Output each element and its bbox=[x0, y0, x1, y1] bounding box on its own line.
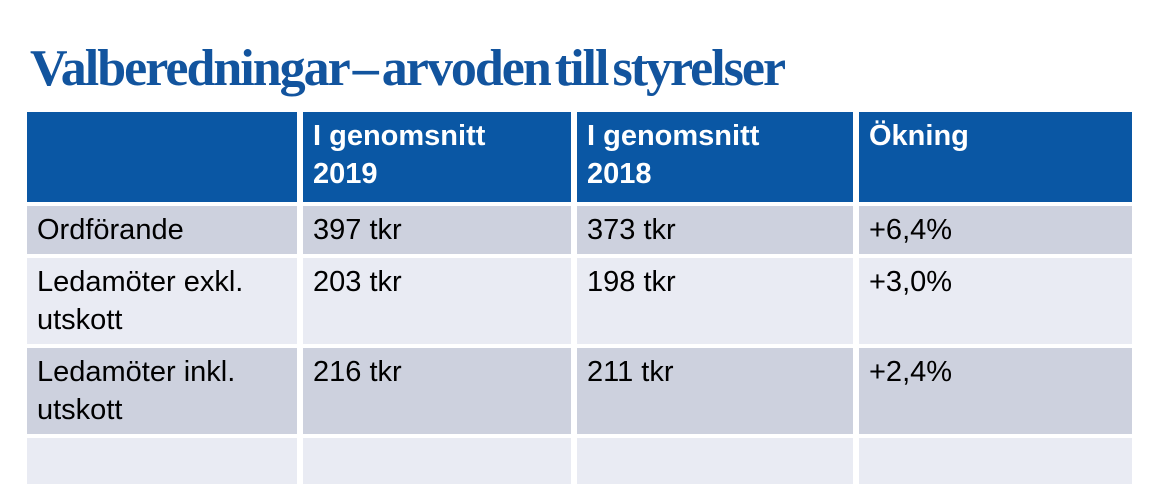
column-header-avg-2018: I genomsnitt 2018 bbox=[574, 112, 859, 206]
cell-okning: +2,4% bbox=[856, 346, 1132, 438]
fees-table: I genomsnitt 2019 I genomsnitt 2018 Ökni… bbox=[27, 112, 1132, 488]
column-header-avg-2019: I genomsnitt 2019 bbox=[300, 112, 577, 206]
table-row-ledamoter-exkl: Ledamöter exkl. utskott 203 tkr 198 tkr … bbox=[27, 256, 1132, 348]
cell-okning: +6,4% bbox=[856, 204, 1132, 258]
table-row-empty bbox=[27, 436, 1132, 488]
column-header-okning: Ökning bbox=[856, 112, 1132, 206]
column-header-empty bbox=[27, 112, 303, 206]
page-title: Valberedningar – arvoden till styrelser bbox=[30, 39, 786, 97]
cell-avg-2018: 198 tkr bbox=[574, 256, 859, 348]
cell-avg-2018 bbox=[574, 436, 859, 488]
cell-okning bbox=[856, 436, 1132, 488]
cell-okning: +3,0% bbox=[856, 256, 1132, 348]
table-row-ordforande: Ordförande 397 tkr 373 tkr +6,4% bbox=[27, 204, 1132, 258]
row-label bbox=[27, 436, 303, 488]
cell-avg-2019: 203 tkr bbox=[300, 256, 577, 348]
table-row-ledamoter-inkl: Ledamöter inkl. utskott 216 tkr 211 tkr … bbox=[27, 346, 1132, 438]
row-label: Ordförande bbox=[27, 204, 303, 258]
row-label: Ledamöter inkl. utskott bbox=[27, 346, 303, 438]
cell-avg-2019 bbox=[300, 436, 577, 488]
cell-avg-2019: 216 tkr bbox=[300, 346, 577, 438]
row-label: Ledamöter exkl. utskott bbox=[27, 256, 303, 348]
cell-avg-2019: 397 tkr bbox=[300, 204, 577, 258]
cell-avg-2018: 373 tkr bbox=[574, 204, 859, 258]
cell-avg-2018: 211 tkr bbox=[574, 346, 859, 438]
table-header-row: I genomsnitt 2019 I genomsnitt 2018 Ökni… bbox=[27, 112, 1132, 206]
